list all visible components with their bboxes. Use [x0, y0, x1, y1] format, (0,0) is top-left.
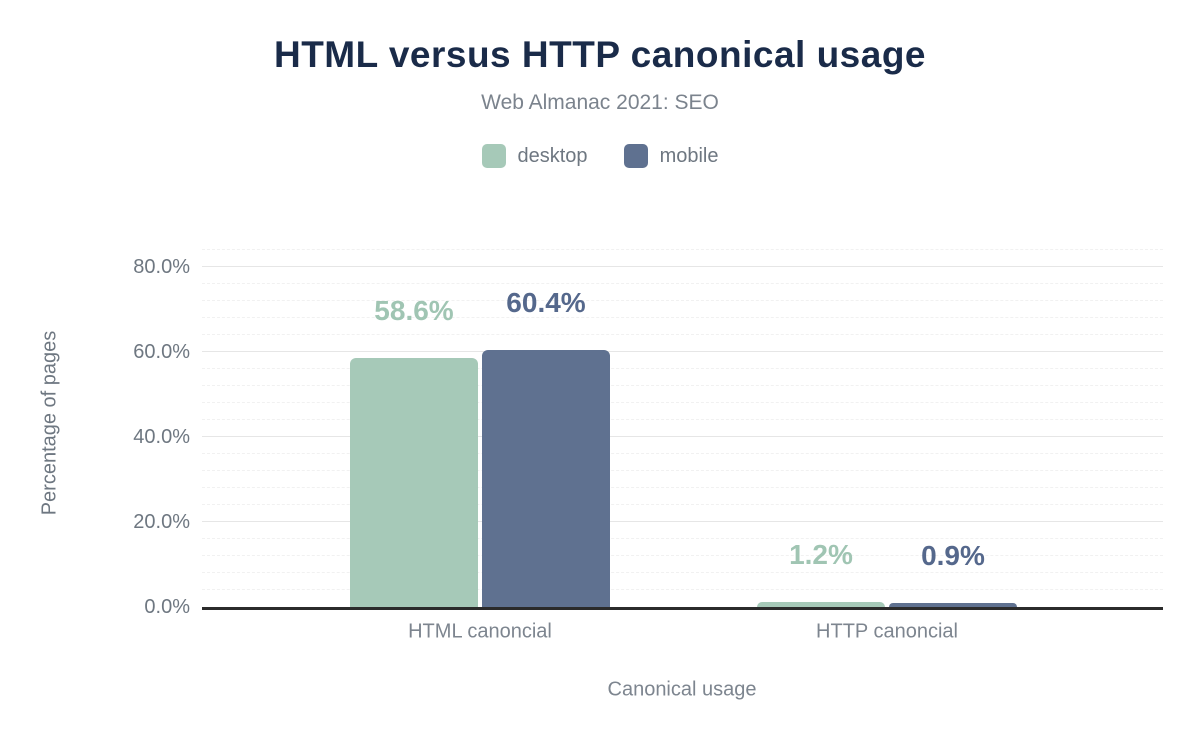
bar-mobile-0 — [482, 350, 610, 607]
y-tick-label: 20.0% — [133, 511, 190, 534]
value-label-mobile-0: 60.4% — [506, 287, 586, 319]
y-tick-label: 40.0% — [133, 426, 190, 449]
bar-desktop-0 — [350, 358, 478, 607]
gridline-minor — [202, 368, 1163, 370]
y-tick-label: 0.0% — [144, 596, 190, 618]
gridline-minor — [202, 402, 1163, 404]
value-label-desktop-1: 1.2% — [789, 538, 853, 570]
gridline-minor — [202, 385, 1163, 387]
gridline-minor — [202, 453, 1163, 455]
value-label-mobile-1: 0.9% — [921, 540, 985, 572]
gridline-minor — [202, 572, 1163, 574]
gridline-minor — [202, 487, 1163, 489]
gridline-minor — [202, 555, 1163, 557]
legend-item-mobile: mobile — [623, 144, 719, 168]
legend-label-mobile: mobile — [659, 144, 719, 167]
gridline-minor — [202, 538, 1163, 540]
y-tick-label: 60.0% — [133, 341, 190, 364]
gridline-minor — [202, 504, 1163, 506]
chart-title: HTML versus HTTP canonical usage — [273, 34, 927, 75]
gridline-minor — [202, 419, 1163, 421]
legend: desktop mobile — [0, 144, 1200, 168]
gridline-major — [202, 351, 1163, 353]
category-label-1: HTTP canoncial — [816, 620, 958, 643]
bar-desktop-1 — [757, 601, 885, 607]
gridline-minor — [202, 283, 1163, 285]
legend-label-desktop: desktop — [517, 144, 588, 167]
value-label-desktop-0: 58.6% — [374, 295, 454, 327]
gridline-minor — [202, 589, 1163, 591]
gridline-minor — [202, 249, 1163, 251]
legend-swatch-mobile — [623, 144, 648, 168]
legend-swatch-desktop — [481, 144, 506, 168]
x-axis-title: Canonical usage — [607, 678, 757, 701]
gridline-minor — [202, 334, 1163, 336]
gridline-major — [202, 436, 1163, 438]
gridline-minor — [202, 317, 1163, 319]
gridline-minor — [202, 470, 1163, 472]
plot-area: 58.6% 1.2% 60.4% 0.9% — [202, 240, 1163, 610]
gridline-minor — [202, 300, 1163, 302]
chart-subtitle: Web Almanac 2021: SEO — [481, 91, 719, 114]
gridline-major — [202, 521, 1163, 523]
category-label-0: HTML canoncial — [408, 620, 552, 643]
y-tick-label: 80.0% — [133, 256, 190, 279]
bar-mobile-1 — [889, 603, 1017, 607]
legend-item-desktop: desktop — [481, 144, 588, 168]
gridline-major — [202, 266, 1163, 268]
